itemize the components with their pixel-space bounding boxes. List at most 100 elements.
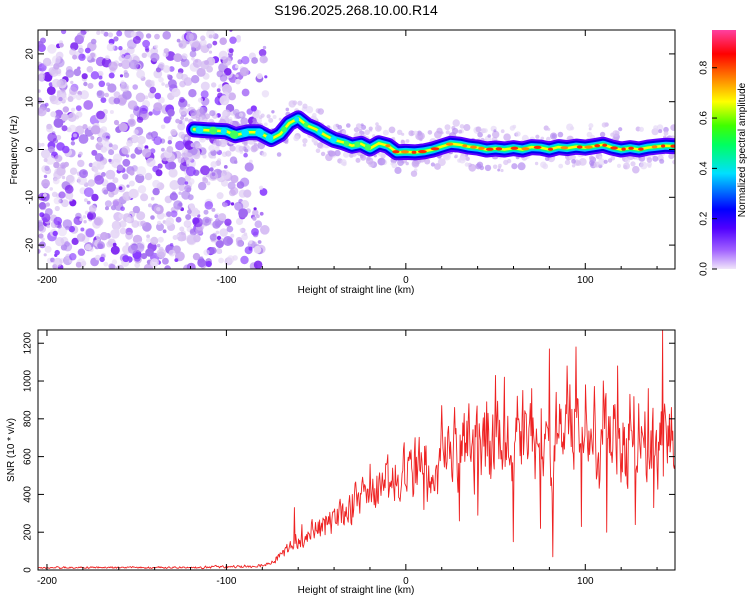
spectrogram-noise-blob [177,157,185,164]
spectrogram-halo-blob [240,117,249,126]
spectrogram-halo-blob [452,119,460,127]
spectrogram-noise-blob [219,37,227,45]
spectrogram-noise-blob [122,173,129,180]
snr-y-label: SNR (10 * v/v) [6,418,17,482]
spectrogram-ridge-spot [354,141,361,148]
spectrogram-noise-blob [145,33,152,39]
spectrogram-noise-blob [129,170,135,176]
spectrogram-noise-blob [75,261,82,268]
spectrogram-noise-blob [186,103,191,108]
spectrogram-noise-blob [105,169,116,180]
spectrogram-halo-blob [268,117,274,123]
spectrogram-halo-blob [434,130,442,139]
spectrogram-ridge-spot [303,122,309,128]
spectrogram-halo-blob [658,129,663,134]
spectrogram-noise-blob [75,94,82,101]
spectrogram-halo-blob [444,124,451,131]
spectrogram-noise-blob [101,172,106,177]
spectrogram-noise-blob [58,191,66,199]
spectrogram-noise-blob [183,264,192,269]
spectrogram-halo-blob [571,164,576,168]
spectrogram-noise-blob [177,177,186,186]
spectrogram-noise-blob [126,217,132,223]
spectrogram-noise-blob [130,31,137,38]
snr-y-tick-label: 200 [23,523,34,540]
spectrogram-halo-blob [458,129,463,134]
spectrogram-ridge-spot [317,129,323,135]
spectrogram-noise-blob [58,96,63,102]
spectrogram-noise-blob [113,36,119,42]
spectrogram-noise-blob [76,233,86,242]
spectrogram-noise-blob [218,84,223,89]
spectrogram-noise-blob [83,100,94,110]
snr-y-tick-label: 0 [23,567,34,573]
spectrogram-halo-blob [375,124,382,132]
spectrogram-noise-blob [180,116,185,120]
spectrogram-x-tick-label: 0 [403,275,409,286]
spectrogram-noise-blob [122,255,130,263]
spectrogram-ridge-spot [330,136,337,144]
spectrogram-noise-blob [43,158,48,163]
spectrogram-noise-blob [215,230,220,235]
spectrogram-noise-blob [191,46,195,51]
spectrogram-noise-blob [153,102,163,112]
spectrogram-noise-blob [243,152,248,158]
spectrogram-noise-blob [223,165,228,169]
spectrogram-halo-blob [219,139,228,148]
spectrogram-halo-blob [400,139,406,145]
spectrogram-noise-blob [126,140,133,147]
spectrogram-noise-blob [118,46,123,51]
spectrogram-noise-blob [108,72,115,79]
spectrogram-noise-blob [219,74,228,82]
spectrogram-noise-blob [156,220,162,226]
spectrogram-noise-blob [230,175,239,183]
spectrogram-noise-blob [74,115,80,120]
spectrogram-noise-blob [65,174,75,183]
spectrogram-noise-blob [51,191,58,198]
spectrogram-noise-blob [111,259,118,265]
spectrogram-noise-blob [167,135,173,141]
spectrogram-noise-blob [83,220,87,224]
spectrogram-noise-blob [185,30,191,35]
spectrogram-noise-blob [261,90,270,98]
spectrogram-halo-blob [546,136,551,142]
spectrogram-halo-blob [500,168,504,173]
spectrogram-noise-blob [91,149,98,156]
spectrogram-noise-blob [229,111,234,116]
spectrogram-noise-blob [91,161,101,171]
spectrogram-noise-blob [133,129,139,135]
spectrogram-noise-blob [137,135,146,145]
spectrogram-noise-blob [224,68,232,76]
spectrogram-noise-blob [162,229,167,234]
spectrogram-noise-blob [132,35,141,44]
spectrogram-noise-blob [131,220,140,228]
spectrogram-halo-blob [544,156,550,161]
spectrogram-halo-blob [334,149,341,157]
spectrogram-noise-blob [144,172,153,181]
spectrogram-halo-blob [547,127,551,131]
spectrogram-noise-blob [53,170,62,180]
spectrogram-halo-blob [656,124,664,131]
spectrogram-noise-blob [44,245,52,253]
spectrogram-noise-blob [177,122,186,131]
spectrogram-halo-blob [492,130,500,139]
spectrogram-noise-blob [61,113,69,121]
spectrogram-halo-blob [535,134,540,139]
spectrogram-halo-blob [293,135,300,142]
spectrogram-noise-blob [85,228,95,238]
spectrogram-noise-blob [113,119,120,126]
spectrogram-noise-blob [154,92,162,100]
spectrogram-noise-blob [70,42,79,51]
spectrogram-halo-blob [593,161,600,168]
spectrogram-noise-blob [209,233,217,241]
snr-marks [38,330,675,570]
spectrogram-halo-blob [503,133,511,141]
spectrogram-noise-blob [53,63,60,70]
spectrogram-peak-spot [462,144,468,148]
spectrogram-noise-blob [61,125,68,132]
colorbar-label: Normalized spectral amplitude [737,82,748,217]
spectrogram-noise-blob [69,86,78,95]
spectrogram-noise-blob [38,202,47,210]
spectrogram-noise-blob [136,211,146,221]
spectrogram-noise-blob [123,72,130,78]
